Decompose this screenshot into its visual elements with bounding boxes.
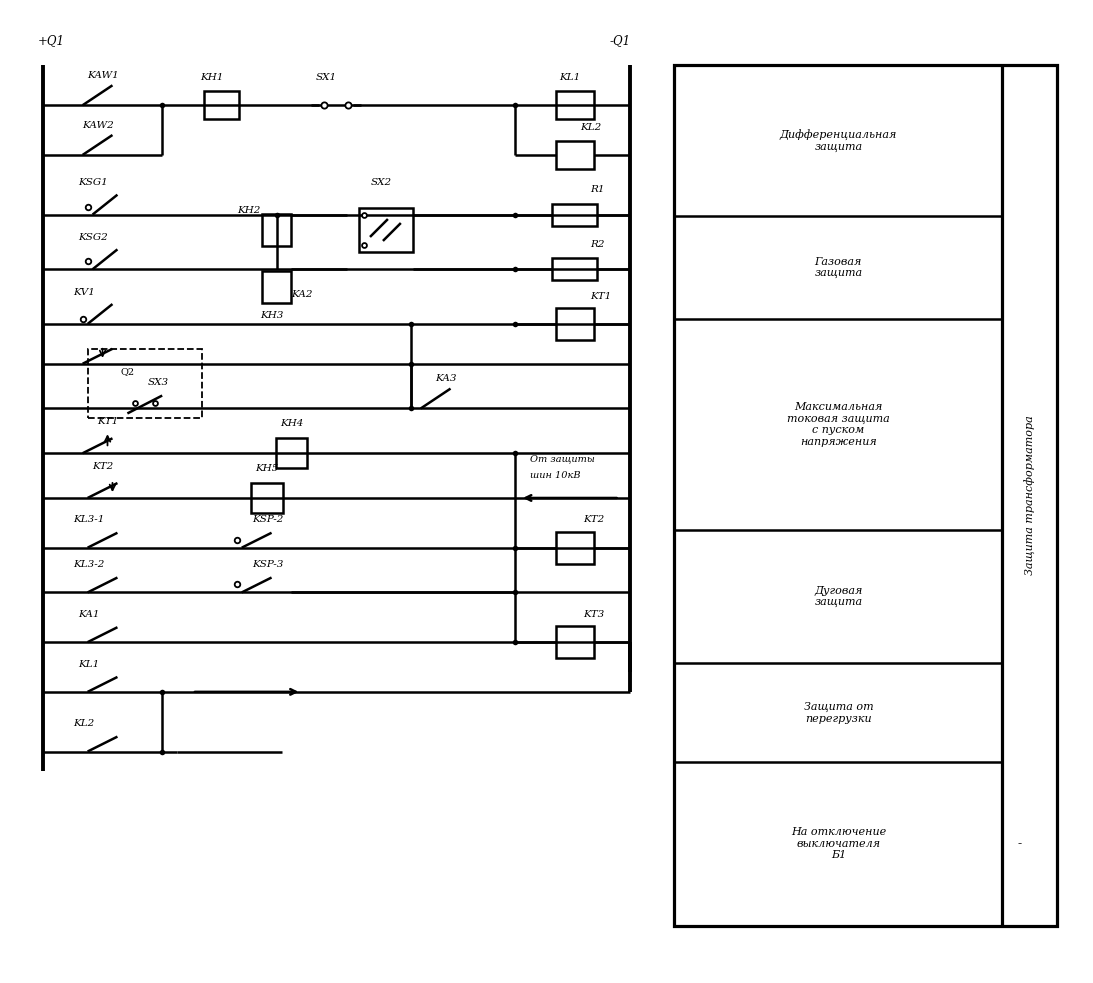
Text: KL3-1: KL3-1 (73, 515, 104, 524)
Text: -Q1: -Q1 (610, 34, 631, 47)
Text: -: - (1018, 838, 1022, 850)
Text: KL1: KL1 (560, 73, 580, 82)
Text: SX2: SX2 (371, 178, 391, 187)
Bar (261, 214, 292, 246)
Text: На отключение
выключателя
Б1: На отключение выключателя Б1 (790, 828, 886, 860)
Text: KH5: KH5 (255, 464, 279, 473)
Text: KSP-3: KSP-3 (251, 560, 283, 569)
Text: Защита от
перегрузки: Защита от перегрузки (803, 702, 873, 723)
Bar (261, 271, 292, 303)
Text: Максимальная
токовая защита
с пуском
напряжения: Максимальная токовая защита с пуском нап… (787, 402, 890, 447)
Text: KA3: KA3 (436, 375, 457, 383)
Bar (275, 438, 307, 468)
Text: KH3: KH3 (260, 311, 283, 319)
Text: KAW2: KAW2 (83, 121, 115, 130)
Text: шин 10кВ: шин 10кВ (530, 471, 580, 480)
Bar (556, 532, 593, 563)
Text: KSG2: KSG2 (78, 233, 107, 242)
Text: KV1: KV1 (73, 288, 95, 297)
Text: KL1: KL1 (78, 660, 98, 668)
Text: SX3: SX3 (148, 378, 168, 387)
Text: Защита трансформатора: Защита трансформатора (1024, 416, 1035, 575)
Text: KT1: KT1 (97, 417, 119, 426)
Bar (556, 141, 593, 169)
Bar (250, 483, 282, 513)
Bar (204, 91, 239, 119)
Text: +Q1: +Q1 (38, 34, 64, 47)
Bar (556, 308, 593, 340)
Text: Дифференциальная
защита: Дифференциальная защита (779, 130, 897, 152)
Bar (552, 259, 597, 280)
Bar (87, 349, 202, 419)
Text: KA2: KA2 (292, 290, 313, 299)
Text: SX1: SX1 (316, 73, 337, 82)
Text: KH4: KH4 (280, 419, 303, 428)
Text: KL2: KL2 (579, 123, 601, 132)
Text: KL3-2: KL3-2 (73, 560, 104, 569)
Text: От защиты: От защиты (530, 454, 595, 463)
Text: KAW1: KAW1 (87, 71, 119, 80)
Bar (552, 203, 597, 225)
Text: KT1: KT1 (590, 292, 611, 301)
Text: KT2: KT2 (93, 462, 114, 471)
Text: KL2: KL2 (73, 720, 94, 728)
Text: KA1: KA1 (78, 609, 99, 619)
Text: Газовая
защита: Газовая защита (814, 257, 862, 278)
Text: KH1: KH1 (200, 73, 224, 82)
Text: R1: R1 (590, 185, 604, 195)
Text: KT3: KT3 (583, 609, 604, 619)
Text: KSP-2: KSP-2 (251, 515, 283, 524)
Text: KSG1: KSG1 (78, 178, 107, 187)
Text: Q2: Q2 (120, 367, 134, 376)
Text: KH2: KH2 (237, 205, 260, 214)
Bar (674, 66, 1057, 926)
Bar (556, 626, 593, 658)
Text: Дуговая
защита: Дуговая защита (814, 586, 862, 607)
Text: KT2: KT2 (583, 515, 604, 524)
Bar (556, 91, 593, 119)
Bar (359, 207, 413, 253)
Text: R2: R2 (590, 240, 604, 249)
